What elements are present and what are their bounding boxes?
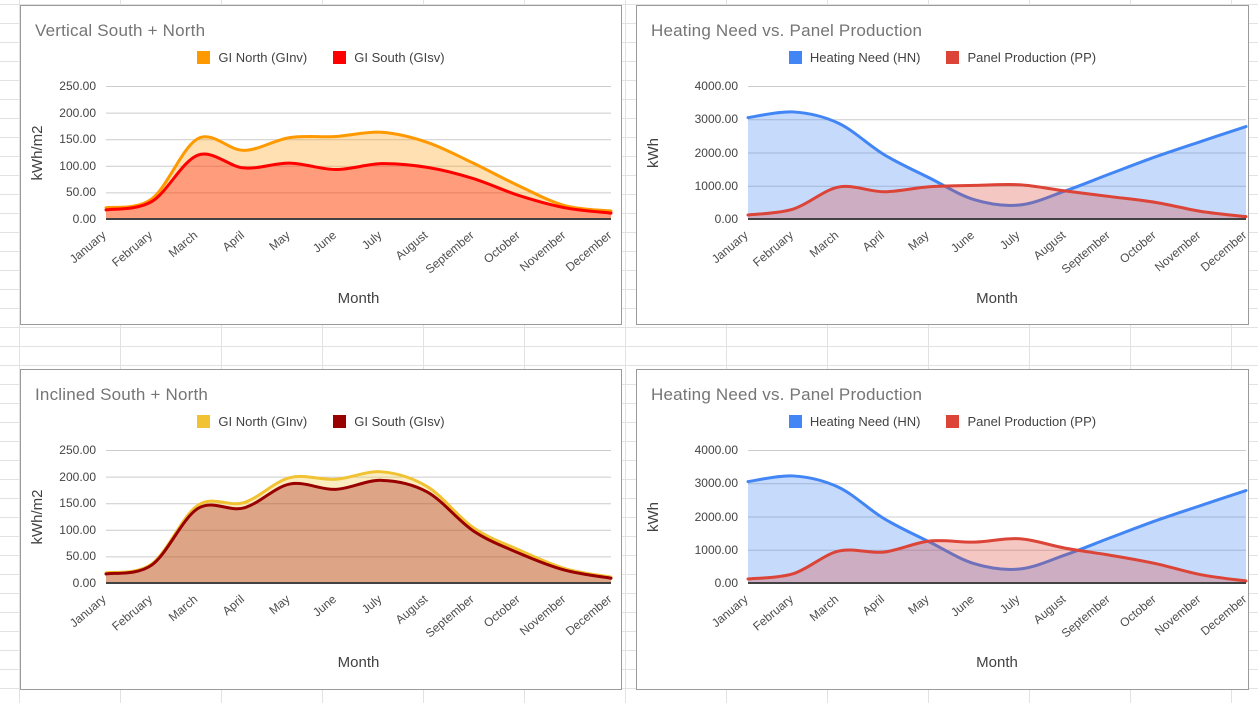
- chart-legend: GI North (GInv) GI South (GIsv): [21, 50, 621, 65]
- y-tick-label: 0.00: [72, 575, 96, 590]
- y-tick-label: 2000.00: [694, 145, 738, 160]
- y-tick-label: 0.00: [714, 212, 738, 226]
- plot-area[interactable]: [21, 6, 623, 326]
- chart-title: Vertical South + North: [35, 21, 206, 40]
- chart-card-vertical-south-north[interactable]: Vertical South + North GI North (GInv) GI…: [20, 5, 622, 325]
- y-tick-label: 250.00: [59, 79, 96, 93]
- legend-item[interactable]: GI North (GInv): [197, 50, 307, 65]
- x-axis-title: Month: [976, 654, 1018, 671]
- legend-item[interactable]: Panel Production (PP): [946, 50, 1096, 65]
- y-tick-label: 100.00: [59, 158, 96, 173]
- chart-card-inclined-south-north[interactable]: Inclined South + North GI North (GInv) GI…: [20, 369, 622, 690]
- legend-item[interactable]: GI South (GIsv): [333, 50, 445, 65]
- y-axis-tick-labels: 0.00 1000.00 2000.00 3000.00 4000.00: [637, 443, 738, 590]
- legend-swatch-icon: [946, 415, 960, 428]
- legend-swatch-icon: [788, 415, 802, 428]
- y-axis-tick-labels: 0.00 50.00 100.00 150.00 200.00 250.00: [21, 443, 96, 590]
- chart-title: Heating Need vs. Panel Production: [651, 385, 923, 404]
- chart-legend: Heating Need (HN) Panel Production (PP): [637, 50, 1248, 65]
- y-tick-label: 1000.00: [694, 178, 738, 193]
- legend-label: GI North (GInv): [218, 414, 308, 429]
- legend-label: Panel Production (PP): [967, 50, 1097, 65]
- legend-item[interactable]: GI North (GInv): [197, 414, 307, 429]
- legend-label: Panel Production (PP): [967, 414, 1097, 429]
- y-axis-tick-labels: 0.00 1000.00 2000.00 3000.00 4000.00: [637, 79, 738, 226]
- legend-swatch-icon: [946, 51, 960, 64]
- chart-title: Heating Need vs. Panel Production: [651, 21, 923, 40]
- y-tick-label: 4000.00: [694, 79, 738, 93]
- y-tick-label: 150.00: [59, 496, 96, 511]
- legend-label: GI South (GIsv): [354, 414, 445, 429]
- y-tick-label: 50.00: [65, 185, 96, 200]
- legend-item[interactable]: Heating Need (HN): [788, 50, 921, 65]
- y-tick-label: 200.00: [59, 105, 96, 120]
- chart-legend: GI North (GInv) GI South (GIsv): [21, 414, 621, 429]
- legend-item[interactable]: Heating Need (HN): [788, 414, 921, 429]
- legend-item[interactable]: Panel Production (PP): [946, 414, 1096, 429]
- legend-label: Heating Need (HN): [809, 414, 921, 429]
- legend-label: GI South (GIsv): [354, 50, 445, 65]
- plot-area[interactable]: [637, 370, 1250, 691]
- y-tick-label: 200.00: [59, 469, 96, 484]
- x-axis-title: Month: [337, 290, 380, 307]
- y-tick-label: 150.00: [59, 132, 96, 147]
- y-tick-label: 3000.00: [694, 112, 738, 127]
- legend-swatch-icon: [788, 51, 802, 64]
- legend-label: Heating Need (HN): [809, 50, 921, 65]
- x-axis-title: Month: [337, 654, 380, 671]
- y-tick-label: 50.00: [65, 549, 96, 564]
- plot-area[interactable]: [637, 6, 1250, 326]
- legend-label: GI North (GInv): [218, 50, 308, 65]
- y-tick-label: 2000.00: [694, 509, 738, 524]
- y-tick-label: 4000.00: [694, 443, 738, 457]
- y-tick-label: 0.00: [714, 576, 738, 590]
- legend-item[interactable]: GI South (GIsv): [333, 414, 445, 429]
- y-tick-label: 100.00: [59, 522, 96, 537]
- chart-card-heating-vs-production-1[interactable]: Heating Need vs. Panel Production Heatin…: [636, 5, 1249, 325]
- y-tick-label: 1000.00: [694, 542, 738, 557]
- y-tick-label: 250.00: [59, 443, 96, 457]
- chart-legend: Heating Need (HN) Panel Production (PP): [637, 414, 1248, 429]
- chart-title: Inclined South + North: [35, 385, 209, 404]
- chart-card-heating-vs-production-2[interactable]: Heating Need vs. Panel Production Heatin…: [636, 369, 1249, 690]
- legend-swatch-icon: [333, 415, 347, 428]
- plot-area[interactable]: [21, 370, 623, 691]
- y-tick-label: 0.00: [72, 211, 96, 226]
- legend-swatch-icon: [333, 51, 347, 64]
- legend-swatch-icon: [197, 415, 211, 428]
- x-axis-title: Month: [976, 290, 1018, 307]
- y-tick-label: 3000.00: [694, 476, 738, 491]
- y-axis-tick-labels: 0.00 50.00 100.00 150.00 200.00 250.00: [21, 79, 96, 226]
- legend-swatch-icon: [197, 51, 211, 64]
